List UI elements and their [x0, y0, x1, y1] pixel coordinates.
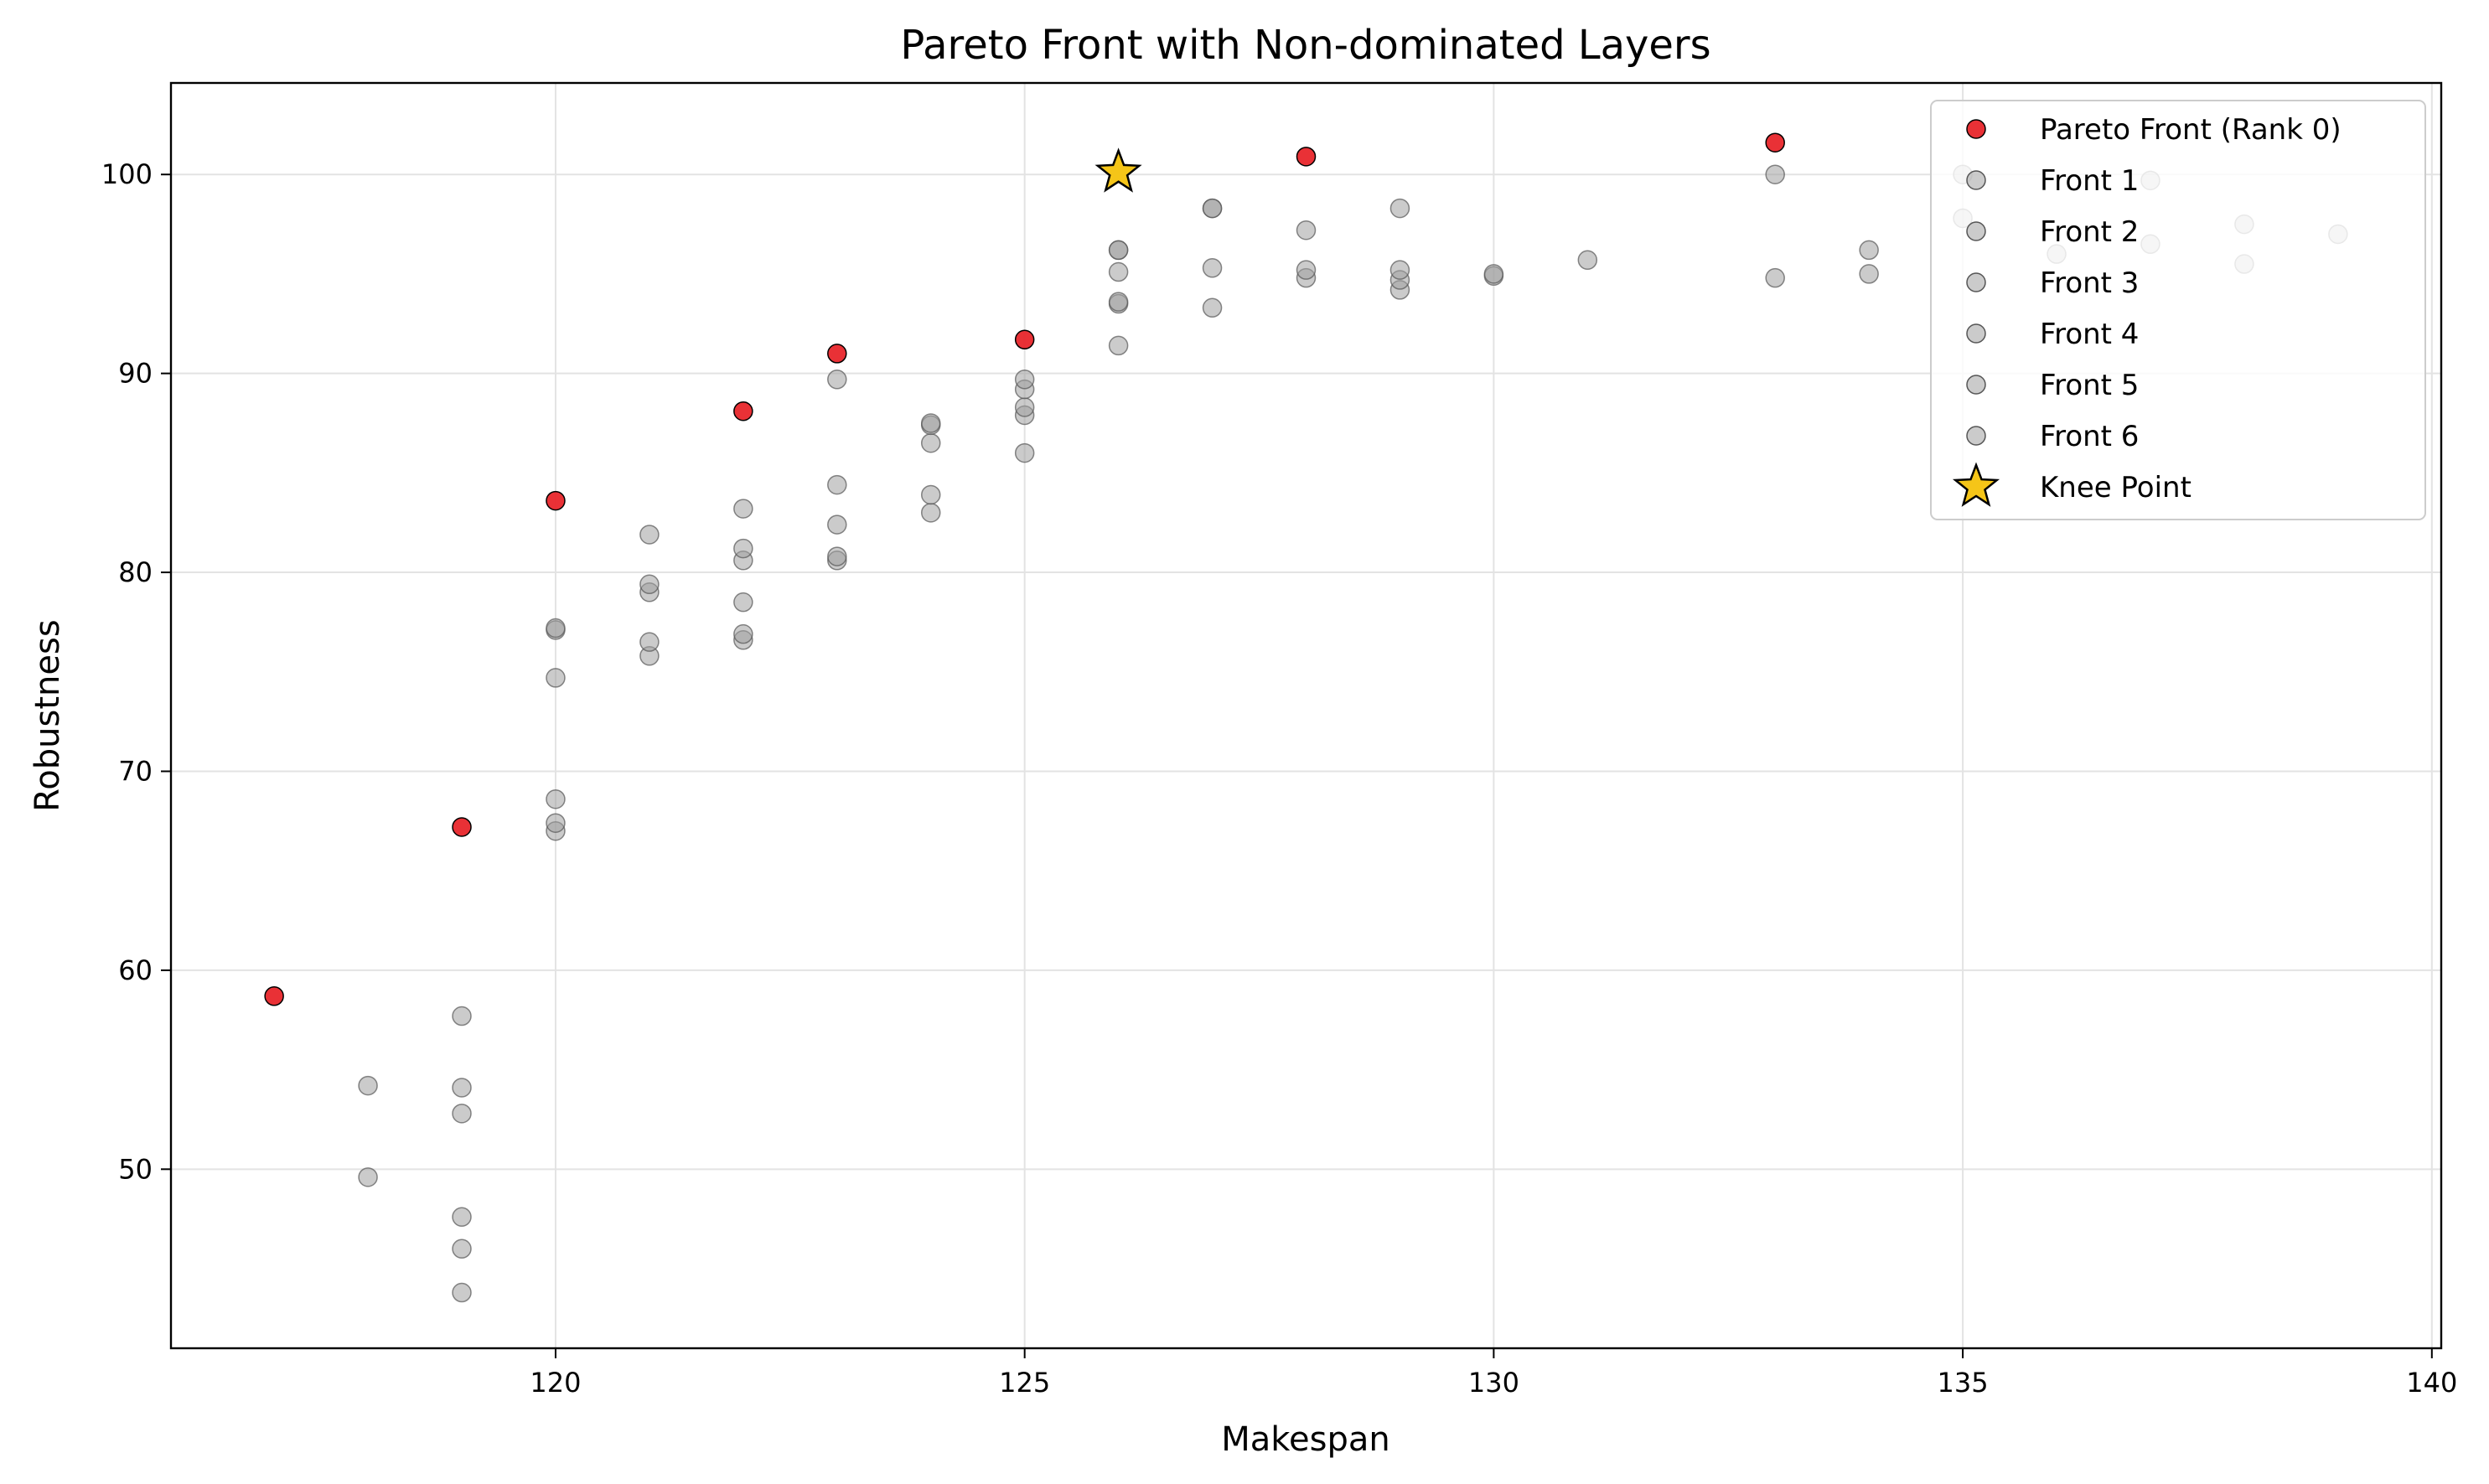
pareto-front-point — [264, 986, 284, 1006]
front-6-point — [1108, 335, 1129, 356]
front-3-point — [1296, 260, 1317, 280]
x-tick-label: 135 — [1938, 1367, 1989, 1399]
front-3-point — [1389, 260, 1410, 280]
legend-marker — [1966, 272, 1986, 292]
front-6-point — [452, 1282, 472, 1303]
front-3-point — [1859, 240, 1879, 261]
legend-box — [1930, 100, 2426, 520]
front-1-point — [1202, 198, 1223, 219]
y-tick-label: 80 — [118, 556, 153, 588]
x-axis-label: Makespan — [1221, 1420, 1389, 1459]
front-2-point — [827, 474, 847, 495]
front-3-point — [452, 1104, 472, 1124]
front-1-point — [733, 499, 753, 519]
y-tick-label: 60 — [118, 954, 153, 986]
front-5-point — [546, 813, 566, 833]
front-5-point — [1859, 264, 1879, 284]
legend-label: Pareto Front (Rank 0) — [2040, 113, 2342, 147]
front-3-point — [1202, 258, 1223, 278]
pareto-front-point — [733, 401, 753, 421]
front-4-point — [546, 789, 566, 809]
front-3-point — [546, 668, 566, 688]
front-1-point — [827, 370, 847, 390]
front-3-point — [1014, 397, 1035, 417]
legend-label: Front 2 — [2040, 215, 2139, 249]
pareto-front-point — [827, 344, 847, 364]
legend: Pareto Front (Rank 0) Front 1 Front 2 Front… — [1930, 100, 2426, 520]
front-5-point — [452, 1238, 472, 1259]
pareto-front-point — [1014, 329, 1035, 350]
front-4-point — [827, 546, 847, 566]
y-axis-label: Robustness — [28, 619, 67, 811]
front-3-point — [920, 432, 941, 453]
y-tick-label: 50 — [118, 1153, 153, 1185]
pareto-front-point — [1765, 132, 1785, 153]
pareto-front-point — [1296, 147, 1317, 167]
legend-label: Front 6 — [2040, 420, 2139, 453]
front-3-point — [1108, 261, 1129, 282]
axis-ticks: 120 125 130 135 140 50 60 70 80 90 100 — [101, 158, 2457, 1399]
front-1-point — [546, 618, 566, 639]
x-tick-label: 120 — [530, 1367, 581, 1399]
front-4-point — [452, 1207, 472, 1228]
front-1-point — [452, 1006, 472, 1026]
front-2-point — [733, 538, 753, 559]
front-3-point — [1577, 250, 1598, 271]
x-tick-label: 140 — [2406, 1367, 2457, 1399]
legend-marker — [1966, 375, 1986, 395]
front-4-point — [920, 484, 941, 505]
front-4-point — [733, 592, 753, 613]
pareto-front-point — [546, 490, 566, 511]
legend-marker — [1966, 119, 1986, 139]
legend-marker — [1966, 170, 1986, 190]
front-4-point — [1765, 267, 1785, 288]
legend-marker-knee-point — [1952, 462, 2000, 507]
x-tick-label: 130 — [1468, 1367, 1519, 1399]
front-4-point — [639, 632, 660, 652]
front-2-point — [452, 1078, 472, 1098]
front-4-point — [1108, 292, 1129, 312]
front-1-point — [1014, 370, 1035, 390]
legend-label: Front 5 — [2040, 369, 2139, 402]
legend-marker — [1966, 323, 1986, 344]
y-tick-label: 90 — [118, 358, 153, 390]
front-6-point — [1014, 442, 1035, 463]
front-1-point — [920, 413, 941, 433]
legend-label: Knee Point — [2040, 471, 2191, 504]
plot-area-frame — [169, 81, 2443, 1350]
legend-marker — [1966, 426, 1986, 446]
front-2-point — [1296, 220, 1317, 240]
front-3-point — [827, 514, 847, 535]
data-points — [264, 132, 2348, 1303]
legend-label: Front 3 — [2040, 266, 2139, 300]
front-1-point — [1765, 164, 1785, 184]
legend-label: Front 1 — [2040, 164, 2139, 198]
front-1-point — [639, 525, 660, 545]
front-4-point — [358, 1167, 378, 1187]
pareto-front-point — [452, 817, 472, 837]
front-5-point — [1202, 297, 1223, 318]
x-tick-label: 125 — [999, 1367, 1050, 1399]
front-5-point — [920, 503, 941, 523]
chart-title: Pareto Front with Non-dominated Layers — [900, 22, 1710, 69]
legend-marker — [1966, 221, 1986, 241]
front-2-point — [639, 574, 660, 595]
legend-label: Front 4 — [2040, 318, 2139, 351]
front-2-point — [358, 1075, 378, 1096]
front-5-point — [733, 623, 753, 644]
y-tick-label: 100 — [101, 158, 153, 190]
front-1-point — [1389, 198, 1410, 219]
front-1-point — [1108, 240, 1129, 261]
y-tick-label: 70 — [118, 755, 153, 787]
front-3-point — [1483, 264, 1504, 284]
knee-point-star — [1094, 147, 1142, 193]
